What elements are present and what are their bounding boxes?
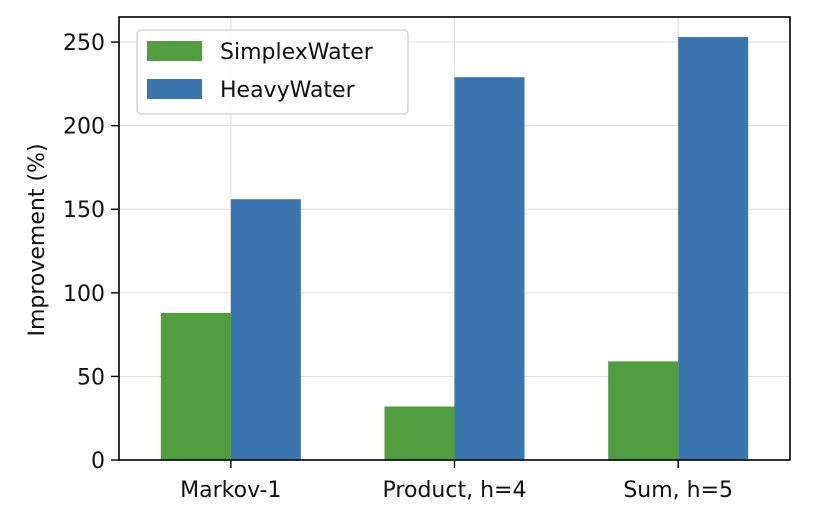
y-tick-label: 100 <box>63 282 105 307</box>
x-tick-label-product-h-4: Product, h=4 <box>383 478 527 503</box>
bar-heavywater-product-h-4 <box>454 77 525 461</box>
bar-heavywater-sum-h-5 <box>678 37 749 461</box>
bar-simplexwater-sum-h-5 <box>608 361 679 460</box>
bars <box>160 37 749 461</box>
legend: SimplexWater HeavyWater <box>136 29 409 115</box>
y-tick-label: 200 <box>63 115 105 140</box>
bar-heavywater-markov-1 <box>230 199 301 460</box>
legend-swatch-simplexwater <box>147 41 202 61</box>
y-axis-ticks: 0 50 100 150 200 250 <box>63 31 119 474</box>
legend-label-heavywater: HeavyWater <box>220 78 356 103</box>
x-axis-ticks: Markov-1 Product, h=4 Sum, h=5 <box>180 460 733 503</box>
x-tick-label-markov-1: Markov-1 <box>180 478 281 503</box>
legend-box <box>136 29 409 115</box>
x-tick-label-sum-h-5: Sum, h=5 <box>623 478 733 503</box>
bar-simplexwater-markov-1 <box>160 312 231 460</box>
legend-swatch-heavywater <box>147 79 202 99</box>
y-tick-label: 250 <box>63 31 105 56</box>
y-tick-label: 150 <box>63 198 105 223</box>
bar-simplexwater-product-h-4 <box>384 406 455 460</box>
legend-label-simplexwater: SimplexWater <box>220 40 374 65</box>
y-axis-title: Improvement (%) <box>25 143 50 336</box>
y-tick-label: 0 <box>91 449 105 474</box>
y-tick-label: 50 <box>77 365 105 390</box>
